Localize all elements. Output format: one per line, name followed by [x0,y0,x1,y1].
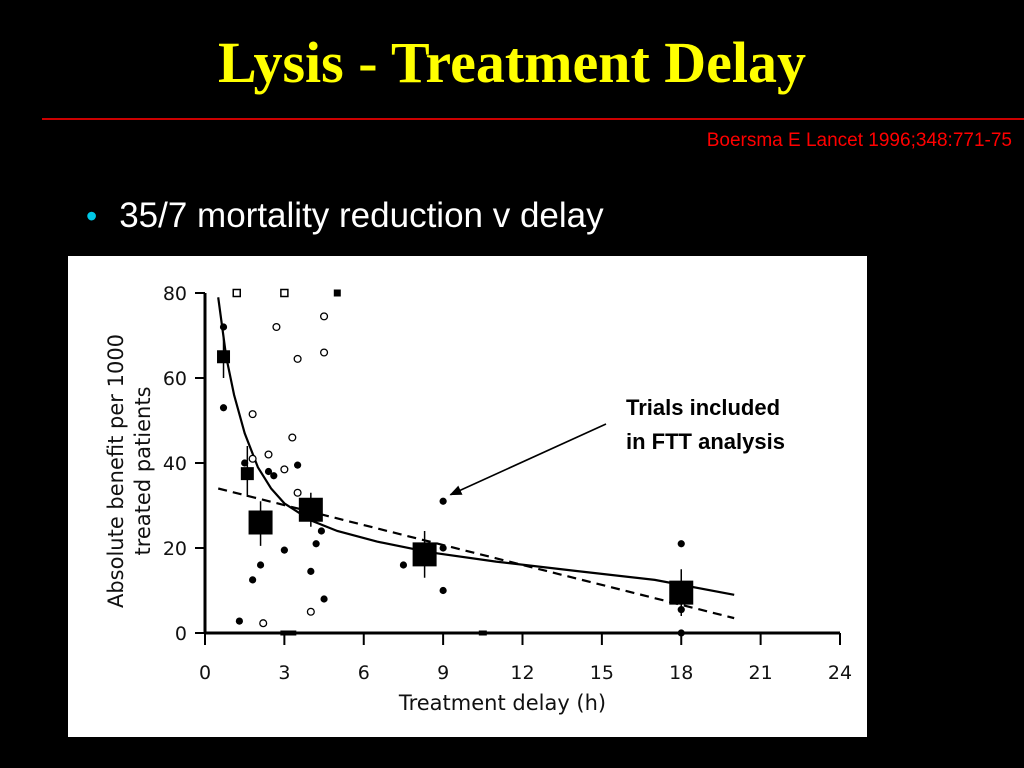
data-point-open [293,488,302,497]
y-tick-label: 20 [163,538,187,560]
data-point-open [272,322,281,332]
x-tick-label: 9 [437,662,449,684]
data-point-open [288,433,297,442]
data-point-filled [270,472,278,480]
x-tick-label: 3 [278,662,290,684]
y-tick-label: 60 [163,368,187,390]
data-point-filled [235,617,243,625]
x-tick-label: 21 [749,662,773,684]
grouped-mean-marker [669,580,694,605]
y-tick-label: 80 [163,283,187,305]
annotation-line2: in FTT analysis [626,429,785,454]
x-tick-label: 24 [828,662,852,684]
data-point-open [248,454,257,463]
y-axis-title-line2: treated patients [131,386,155,555]
grouped-mean-marker [240,467,254,481]
bullet-item: • 35/7 mortality reduction v delay [86,196,604,236]
x-tick-label: 15 [590,662,614,684]
linear-fit-line [217,487,735,620]
data-point-filled [399,561,408,569]
data-point-filled [241,459,249,467]
y-tick-label: 40 [163,453,187,475]
scatter-chart: 0 3 6 9 12 15 18 21 24 0 20 40 60 80 Treatment delay (… [104,283,852,715]
grouped-mean-marker [217,350,231,364]
data-point-open [320,348,329,357]
data-point-filled [256,561,265,569]
data-point-open-square [280,288,289,298]
data-point-open [293,354,302,363]
y-axis-title-line1: Absolute benefit per 1000 [104,334,128,608]
bullet-dot-icon: • [86,197,98,234]
annotation-arrow [449,423,607,496]
data-point-filled [677,540,685,548]
data-point-open [264,450,273,459]
data-point-filled [264,467,273,476]
data-point-filled [439,497,447,505]
citation: Boersma E Lancet 1996;348:771-75 [706,130,1012,151]
data-point-open [280,465,289,474]
data-point-zero [280,630,289,636]
data-point-filled [294,461,302,469]
data-point-open [259,619,268,628]
title-divider [42,118,1024,120]
data-point-filled [307,567,315,575]
y-tick-label: 0 [175,623,187,645]
data-point-filled [219,404,228,412]
annotation-line1: Trials included [626,395,780,420]
chart-panel: 0 3 6 9 12 15 18 21 24 0 20 40 60 80 Treatment delay (… [68,256,867,737]
data-point-filled [677,629,685,637]
data-point-open [248,410,257,419]
x-tick-label: 18 [669,662,693,684]
data-point-open-square [232,288,241,298]
data-point-filled-square [333,289,341,297]
x-tick-label: 0 [199,662,211,684]
data-point-filled [317,527,326,535]
grouped-mean-marker [298,497,323,522]
data-point-zero [288,630,297,636]
bullet-text: 35/7 mortality reduction v delay [119,196,604,235]
grouped-mean-marker [248,510,273,535]
data-point-filled [312,540,320,548]
x-axis-title: Treatment delay (h) [398,691,606,715]
slide-title: Lysis - Treatment Delay [217,30,806,95]
data-point-filled [320,595,328,603]
grouped-mean-marker [412,542,437,567]
data-point-open [306,607,315,616]
data-point-filled [280,546,288,554]
data-point-filled [219,323,228,331]
data-point-zero [478,630,487,636]
x-tick-label: 12 [510,662,534,684]
x-tick-label: 6 [358,662,370,684]
data-point-filled [439,544,447,552]
data-point-filled [439,586,447,595]
data-point-filled [249,576,257,584]
data-point-open [320,312,329,321]
